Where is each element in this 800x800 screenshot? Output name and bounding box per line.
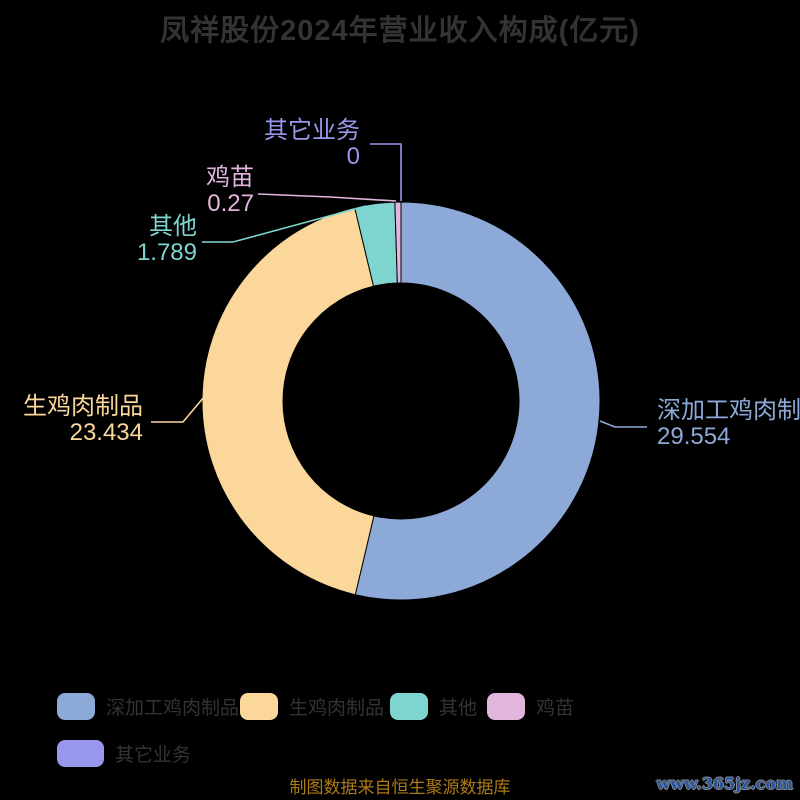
callout-raw-chicken-products: 生鸡肉制品 23.434 <box>23 394 143 446</box>
callout-series-name: 深加工鸡肉制品 <box>657 397 800 424</box>
leader-line-other <box>202 205 367 243</box>
legend-label: 生鸡肉制品 <box>289 697 385 719</box>
legend-item-other-business: 其它业务 <box>57 739 191 767</box>
callout-series-value: 0 <box>346 143 360 170</box>
leader-line-other-business <box>370 143 402 201</box>
legend-item-other: 其他 <box>390 692 477 720</box>
legend-swatch-chicken-seedlings <box>487 692 525 720</box>
callout-chicken-seedlings: 鸡苗 0.27 <box>206 165 254 217</box>
watermark: www.365jz.com <box>656 774 793 793</box>
callout-series-value: 23.434 <box>69 419 143 446</box>
legend-swatch-other <box>390 692 428 720</box>
callout-series-name: 生鸡肉制品 <box>23 393 143 420</box>
leader-line-raw-chicken-products <box>151 396 205 423</box>
callout-other-business: 其它业务 0 <box>264 118 360 170</box>
legend-swatch-deep-processed <box>57 692 95 720</box>
donut-slice-raw-chicken-products <box>201 206 375 596</box>
callout-series-value: 1.789 <box>136 239 197 266</box>
legend-swatch-raw-chicken <box>240 692 278 720</box>
legend-label: 鸡苗 <box>536 697 575 719</box>
callout-deep-processed-chicken-products: 深加工鸡肉制品29.554 <box>657 398 800 450</box>
legend-item-raw-chicken-products: 生鸡肉制品 <box>240 692 384 720</box>
callout-series-value: 29.554 <box>657 423 731 450</box>
callout-series-value: 0.27 <box>207 190 254 217</box>
callout-series-name: 其他 <box>149 213 197 240</box>
leader-line-deep-processed-chicken-products <box>599 420 647 428</box>
donut-slice-deep-processed-chicken-products <box>354 201 601 601</box>
legend-swatch-other-business <box>57 739 104 767</box>
legend-label: 其它业务 <box>115 744 192 766</box>
legend-label: 深加工鸡肉制品 <box>106 697 240 719</box>
source-note: 制图数据来自恒生聚源数据库 <box>289 778 511 797</box>
callout-series-name: 鸡苗 <box>206 164 254 191</box>
legend-label: 其他 <box>439 697 478 719</box>
callout-other: 其他 1.789 <box>137 214 197 266</box>
chart-title: 凤祥股份2024年营业收入构成(亿元) <box>160 15 640 47</box>
donut-slice-chicken-seedlings <box>394 201 402 284</box>
legend-item-deep-processed-chicken-products: 深加工鸡肉制品 <box>57 692 239 720</box>
legend-item-chicken-seedlings: 鸡苗 <box>487 692 574 720</box>
callout-series-name: 其它业务 <box>264 117 360 144</box>
leader-line-chicken-seedlings <box>257 193 397 202</box>
